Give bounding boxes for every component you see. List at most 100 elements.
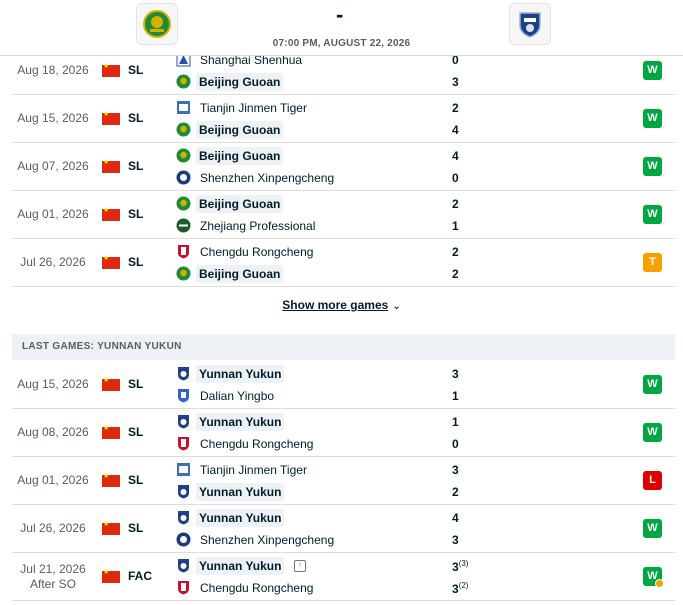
yunnan-yukun-logo-icon: [178, 415, 189, 429]
game-date: Aug 18, 2026: [17, 63, 89, 77]
team-1-score: 2: [452, 245, 459, 259]
beijing-guoan-logo-icon: [176, 74, 191, 89]
tianjin-jinmen-tiger-logo-icon: [177, 463, 190, 476]
home-team-crest[interactable]: [136, 3, 178, 45]
game-row[interactable]: Aug 15, 2026 SL Tianjin Jinmen Tiger 2 Beiji…: [12, 95, 675, 143]
team-1-score: 4: [452, 149, 459, 163]
away-section-header: LAST GAMES: YUNNAN YUKUN: [12, 334, 675, 360]
china-flag-icon: [102, 472, 120, 487]
match-score: -: [336, 2, 344, 27]
game-row[interactable]: Jul 26, 2026 SL Yunnan Yukun 4 Shenzhen Xinp…: [12, 505, 675, 553]
date-note: After SO: [29, 577, 76, 591]
team-name: Shenzhen Xinpengcheng: [200, 533, 335, 547]
team-2-score: 3: [452, 75, 459, 89]
team-2-score: 3(2): [452, 581, 469, 596]
game-row[interactable]: Aug 07, 2026 SL Beijing Guoan 4 Shenzhen Xin…: [12, 143, 675, 191]
tianjin-jinmen-tiger-logo-icon: [177, 101, 190, 114]
team-name: Beijing Guoan: [196, 195, 284, 213]
dalian-yingbo-logo-icon: [178, 389, 189, 403]
game-date: Aug 07, 2026: [17, 159, 89, 173]
team-name: Yunnan Yukun: [196, 483, 285, 501]
yunnan-yukun-crest-icon: [519, 12, 541, 38]
yunnan-yukun-logo-icon: [178, 559, 189, 573]
team-name: Tianjin Jinmen Tiger: [200, 463, 307, 477]
match-header: - 07:00 PM, AUGUST 22, 2026: [0, 0, 683, 56]
show-more-label: Show more games: [282, 298, 389, 312]
team-1-score: 3: [452, 367, 459, 381]
penalty-score: (2): [458, 581, 469, 590]
game-row[interactable]: Aug 15, 2026 SL Yunnan Yukun 3 Dalian Yingbo…: [12, 361, 675, 409]
team-name: Shanghai Shenhua: [200, 53, 303, 67]
game-date: Aug 01, 2026: [17, 473, 89, 487]
china-flag-icon: [102, 376, 120, 391]
team-2-score: 2: [452, 267, 459, 281]
result-badge: T: [643, 253, 662, 272]
team-name: Chengdu Rongcheng: [200, 245, 314, 259]
result-badge: W: [643, 567, 664, 588]
team-name: Yunnan Yukun: [196, 413, 285, 431]
china-flag-icon: [102, 254, 120, 269]
game-row[interactable]: Jul 26, 2026 SL Chengdu Rongcheng 2 Beijing …: [12, 239, 675, 287]
team-1-score: 3(3): [452, 559, 469, 574]
competition-label: FAC: [128, 569, 152, 583]
beijing-guoan-logo-icon: [176, 122, 191, 137]
team-1-score: 2: [452, 101, 459, 115]
team-2-score: 1: [452, 389, 459, 403]
competition-label: SL: [128, 521, 144, 535]
game-row[interactable]: Aug 01, 2026 SL Beijing Guoan 2 Zhejiang Pro…: [12, 191, 675, 239]
china-flag-icon: [102, 520, 120, 535]
team-2-score: 1: [452, 219, 459, 233]
game-row[interactable]: Aug 18, 2026 SL Shanghai Shenhua 0 Beijing G…: [12, 47, 675, 95]
result-badge: W: [643, 205, 662, 224]
competition-label: SL: [128, 473, 144, 487]
team-2-score: 2: [452, 485, 459, 499]
away-team-crest[interactable]: [509, 3, 551, 45]
result-badge: W: [643, 519, 662, 538]
competition-label: SL: [128, 255, 144, 269]
chengdu-rongcheng-logo-icon: [178, 437, 189, 451]
game-date: Jul 26, 2026: [20, 255, 86, 269]
chevron-down-icon: ⌄: [392, 301, 401, 312]
game-date: Jul 21, 2026 After SO: [20, 562, 86, 591]
header-divider: [0, 55, 683, 56]
competition-label: SL: [128, 207, 144, 221]
team-1-score: 3: [452, 463, 459, 477]
penalty-score: (3): [458, 559, 469, 568]
team-name: Zhejiang Professional: [200, 219, 316, 233]
pinned-icon: ↑: [294, 560, 306, 572]
team-2-score: 0: [452, 437, 459, 451]
china-flag-icon: [102, 158, 120, 173]
china-flag-icon: [102, 206, 120, 221]
beijing-guoan-logo-icon: [176, 196, 191, 211]
shootout-marker-icon: [655, 579, 664, 588]
team-2-score: 3: [452, 533, 459, 547]
team-name: Yunnan Yukun: [196, 509, 285, 527]
zhejiang-professional-logo-icon: [176, 218, 191, 233]
team-name: Chengdu Rongcheng: [200, 437, 314, 451]
china-flag-icon: [102, 110, 120, 125]
result-badge: W: [643, 61, 662, 80]
competition-label: SL: [128, 159, 144, 173]
game-date: Aug 15, 2026: [17, 377, 89, 391]
chengdu-rongcheng-logo-icon: [178, 245, 189, 259]
team-1-score: 0: [452, 53, 459, 67]
game-row[interactable]: Aug 08, 2026 SL Yunnan Yukun 1 Chengdu Rongc…: [12, 409, 675, 457]
beijing-guoan-logo-icon: [176, 148, 191, 163]
result-badge: W: [643, 423, 662, 442]
china-flag-icon: [102, 424, 120, 439]
game-row[interactable]: Aug 01, 2026 SL Tianjin Jinmen Tiger 3 Yunna…: [12, 457, 675, 505]
result-badge: L: [643, 471, 662, 490]
yunnan-yukun-logo-icon: [178, 485, 189, 499]
team-name: Shenzhen Xinpengcheng: [200, 171, 335, 185]
game-date: Aug 01, 2026: [17, 207, 89, 221]
show-more-games-link[interactable]: Show more games ⌄: [0, 298, 683, 312]
team-1-score: 4: [452, 511, 459, 525]
team-name: Beijing Guoan: [196, 73, 284, 91]
team-1-score: 2: [452, 197, 459, 211]
shenzhen-xinpengcheng-logo-icon: [176, 170, 191, 185]
competition-label: SL: [128, 111, 144, 125]
china-flag-icon: [102, 568, 120, 583]
chengdu-rongcheng-logo-icon: [178, 581, 189, 595]
china-flag-icon: [102, 62, 120, 77]
